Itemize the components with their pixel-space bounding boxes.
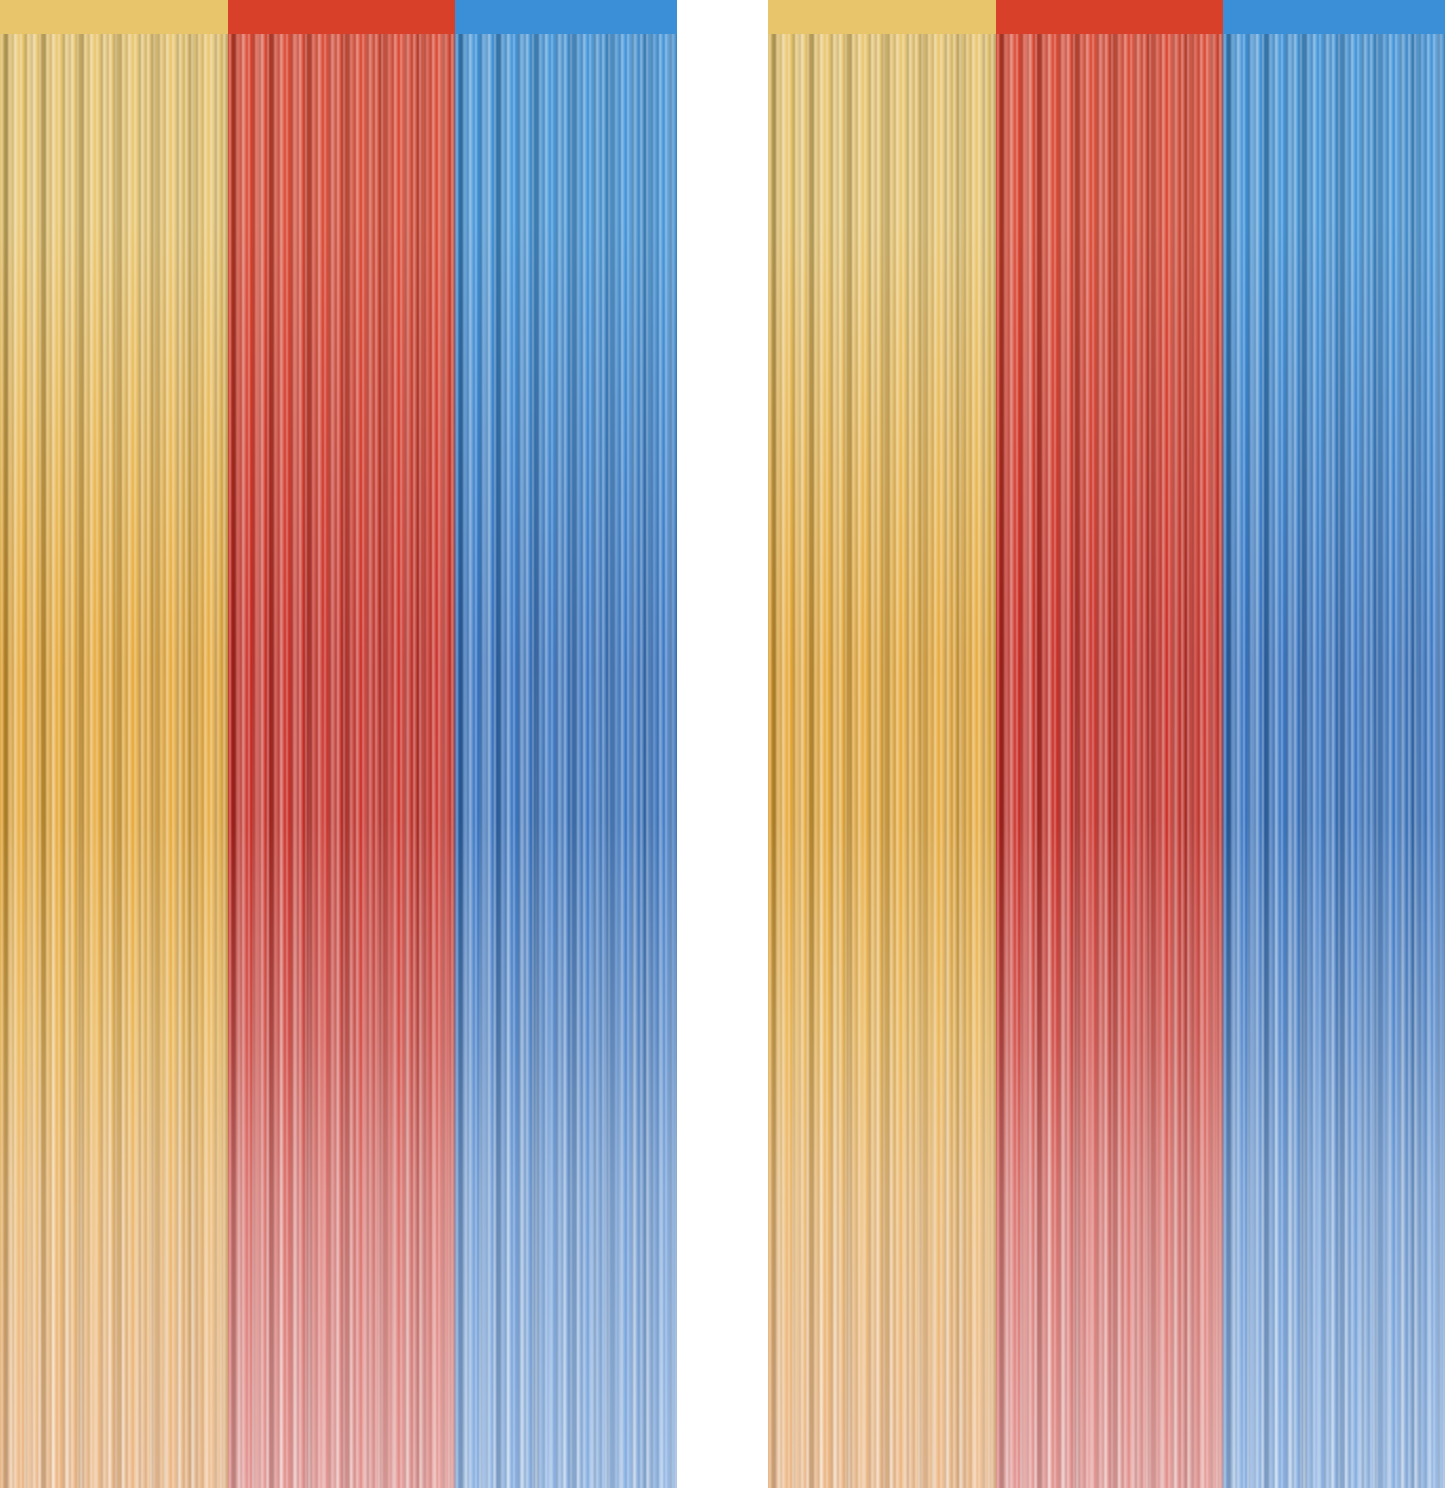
gold-fringe-panel xyxy=(0,0,228,1488)
red-fringe-panel xyxy=(996,0,1223,1488)
red-fringe-panel xyxy=(228,0,455,1488)
gold-fringe-panel xyxy=(768,0,996,1488)
fringe-curtain-left xyxy=(0,0,677,1488)
blue-fringe-panel xyxy=(1223,0,1445,1488)
blue-fringe-panel xyxy=(455,0,677,1488)
fringe-curtain-right xyxy=(768,0,1445,1488)
